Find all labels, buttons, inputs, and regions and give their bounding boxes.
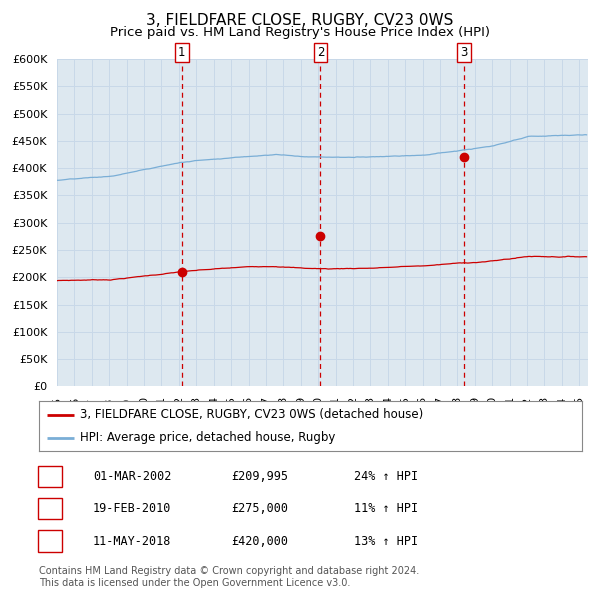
Text: 11% ↑ HPI: 11% ↑ HPI	[354, 502, 418, 515]
Text: 19-FEB-2010: 19-FEB-2010	[93, 502, 172, 515]
Text: 2: 2	[317, 46, 324, 59]
Text: Contains HM Land Registry data © Crown copyright and database right 2024.
This d: Contains HM Land Registry data © Crown c…	[39, 566, 419, 588]
Text: 24% ↑ HPI: 24% ↑ HPI	[354, 470, 418, 483]
Text: 11-MAY-2018: 11-MAY-2018	[93, 535, 172, 548]
Text: 3, FIELDFARE CLOSE, RUGBY, CV23 0WS: 3, FIELDFARE CLOSE, RUGBY, CV23 0WS	[146, 13, 454, 28]
Text: 3, FIELDFARE CLOSE, RUGBY, CV23 0WS (detached house): 3, FIELDFARE CLOSE, RUGBY, CV23 0WS (det…	[80, 408, 423, 421]
Text: £209,995: £209,995	[231, 470, 288, 483]
Text: £420,000: £420,000	[231, 535, 288, 548]
Text: 1: 1	[46, 470, 53, 483]
Text: 3: 3	[460, 46, 467, 59]
Text: Price paid vs. HM Land Registry's House Price Index (HPI): Price paid vs. HM Land Registry's House …	[110, 26, 490, 39]
Text: 1: 1	[178, 46, 185, 59]
Text: HPI: Average price, detached house, Rugby: HPI: Average price, detached house, Rugb…	[80, 431, 335, 444]
Text: 3: 3	[46, 535, 53, 548]
Text: 2: 2	[46, 502, 53, 515]
Text: £275,000: £275,000	[231, 502, 288, 515]
Text: 13% ↑ HPI: 13% ↑ HPI	[354, 535, 418, 548]
Text: 01-MAR-2002: 01-MAR-2002	[93, 470, 172, 483]
